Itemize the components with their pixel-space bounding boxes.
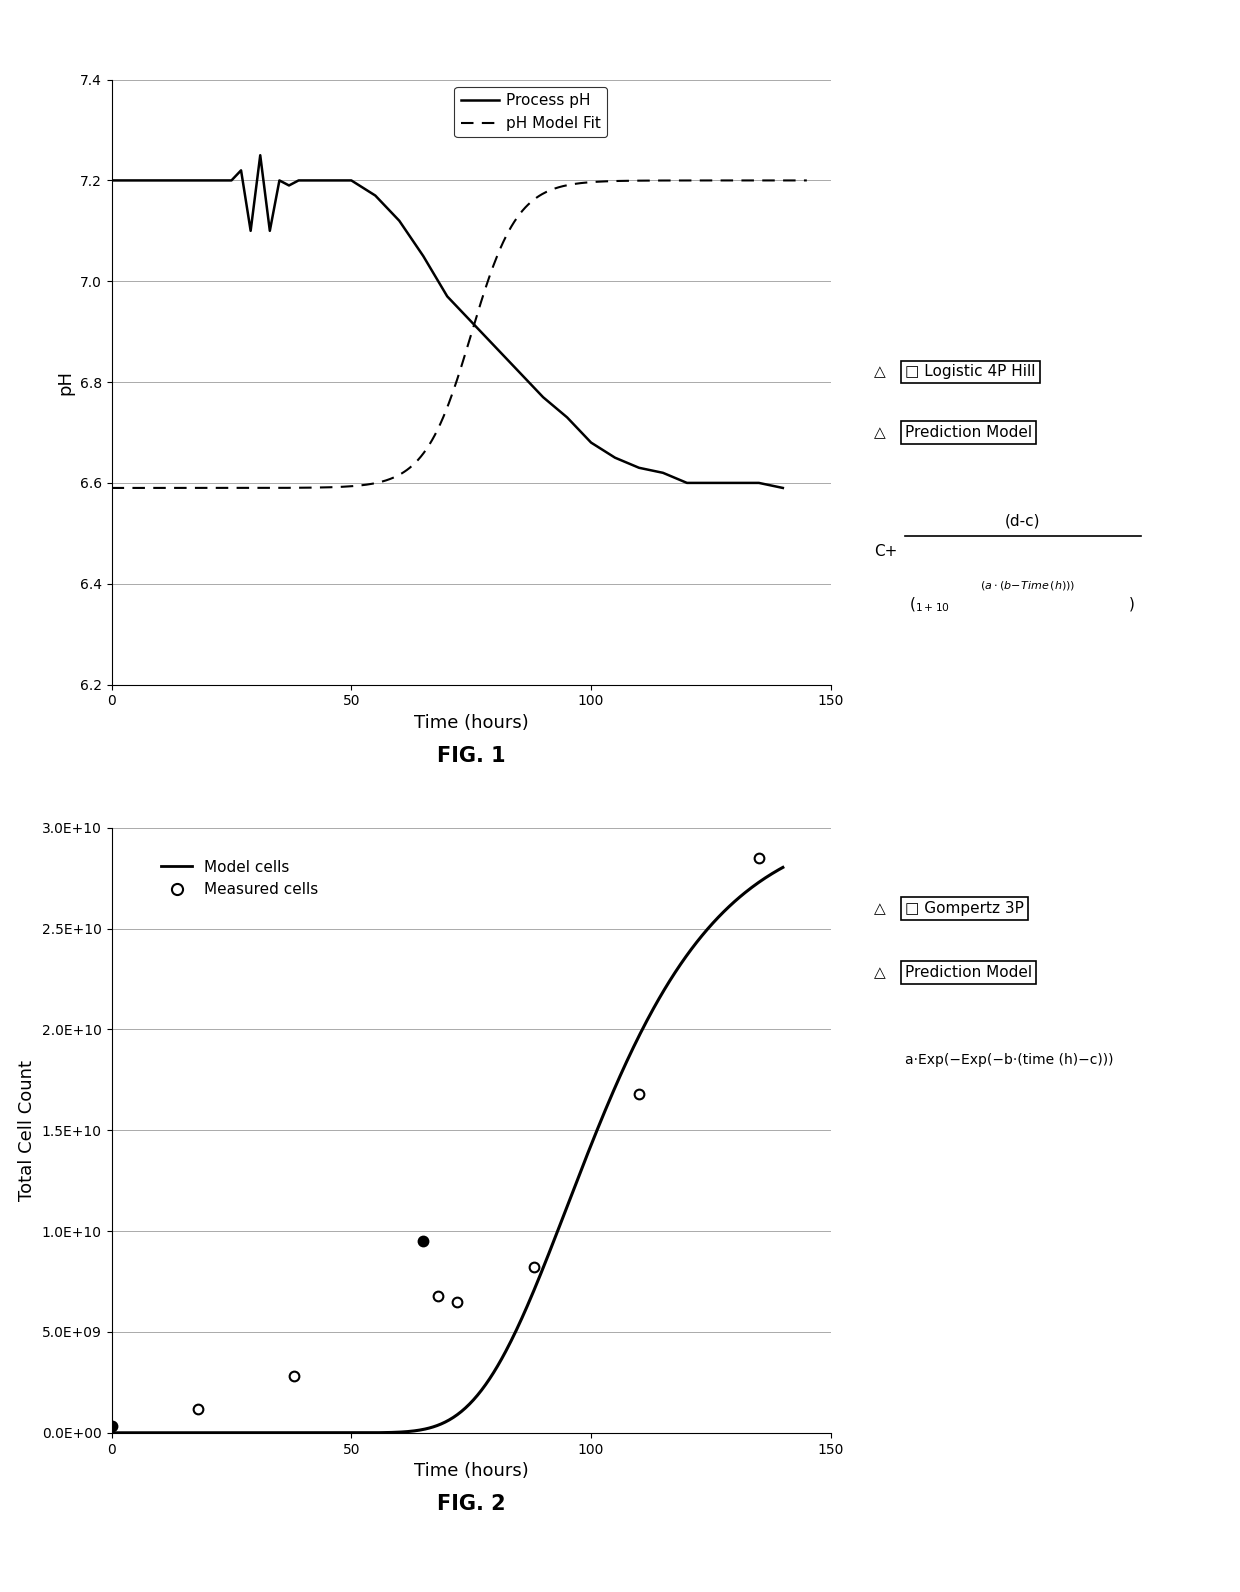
pH Model Fit: [480, 272, 495, 291]
pH Model Fit: [800, 170, 815, 189]
Process pH: [728, 473, 743, 492]
Process pH: [775, 479, 790, 498]
Text: FIG. 2: FIG. 2: [436, 1495, 506, 1514]
Process pH: [584, 433, 599, 452]
X-axis label: Time (hours): Time (hours): [414, 1461, 528, 1481]
Model cells: [427, 1417, 441, 1436]
Measured cells: [526, 1258, 541, 1277]
Line: Process pH: Process pH: [112, 156, 782, 489]
Text: △: △: [874, 901, 885, 915]
Measured cells: [430, 1286, 445, 1305]
Text: $(a\cdot(b\!-\!Time\,(h)))$: $(a\cdot(b\!-\!Time\,(h)))$: [980, 579, 1075, 592]
Process pH: [415, 247, 430, 266]
Measured cells: [286, 1368, 301, 1387]
Process pH: [104, 170, 119, 189]
Text: Prediction Model: Prediction Model: [905, 425, 1033, 439]
Text: FIG. 1: FIG. 1: [436, 747, 506, 766]
Text: △: △: [874, 965, 885, 979]
Text: ): ): [1128, 597, 1135, 611]
Process pH: [243, 221, 258, 240]
Text: a·Exp(−Exp(−b·(time (h)−c))): a·Exp(−Exp(−b·(time (h)−c))): [905, 1052, 1114, 1067]
Process pH: [310, 170, 325, 189]
Process pH: [335, 170, 350, 189]
pH Model Fit: [518, 197, 533, 217]
Process pH: [272, 170, 286, 189]
Process pH: [512, 363, 527, 382]
Measured cells: [191, 1399, 206, 1418]
Model cells: [503, 1331, 518, 1350]
Model cells: [423, 1418, 438, 1438]
Process pH: [703, 473, 718, 492]
Process pH: [368, 186, 383, 205]
pH Model Fit: [782, 170, 797, 189]
Line: Model cells: Model cells: [112, 868, 782, 1433]
Process pH: [263, 221, 278, 240]
Process pH: [464, 312, 479, 331]
Text: □ Gompertz 3P: □ Gompertz 3P: [905, 901, 1024, 915]
Legend: Process pH, pH Model Fit: Process pH, pH Model Fit: [455, 88, 608, 137]
Model cells: [655, 984, 670, 1003]
Model cells: [467, 1388, 482, 1407]
X-axis label: Time (hours): Time (hours): [414, 713, 528, 732]
Process pH: [128, 170, 143, 189]
Process pH: [233, 161, 248, 180]
Process pH: [343, 170, 358, 189]
pH Model Fit: [434, 411, 449, 430]
Text: C+: C+: [874, 544, 898, 559]
Line: pH Model Fit: pH Model Fit: [112, 180, 807, 487]
Model cells: [759, 868, 774, 887]
Measured cells: [751, 849, 766, 868]
Process pH: [253, 146, 268, 166]
Measured cells: [631, 1084, 646, 1103]
Text: $(_{1+10}$: $(_{1+10}$: [909, 595, 950, 613]
Legend: Model cells, Measured cells: Model cells, Measured cells: [155, 853, 325, 904]
Line: Measured cells: Measured cells: [193, 853, 764, 1414]
Process pH: [224, 170, 239, 189]
Process pH: [751, 473, 766, 492]
Process pH: [291, 170, 306, 189]
Model cells: [775, 858, 790, 877]
pH Model Fit: [675, 170, 689, 189]
Y-axis label: pH: pH: [56, 369, 74, 395]
pH Model Fit: [439, 401, 454, 420]
Process pH: [392, 212, 407, 231]
Text: △: △: [874, 425, 885, 439]
Process pH: [680, 473, 694, 492]
Model cells: [104, 1423, 119, 1442]
Process pH: [200, 170, 215, 189]
Process pH: [440, 287, 455, 306]
Text: □ Logistic 4P Hill: □ Logistic 4P Hill: [905, 365, 1035, 379]
Process pH: [536, 388, 551, 408]
Text: △: △: [874, 365, 885, 379]
Process pH: [281, 175, 296, 194]
Process pH: [631, 458, 646, 478]
Process pH: [301, 170, 316, 189]
Process pH: [320, 170, 335, 189]
Y-axis label: Total Cell Count: Total Cell Count: [19, 1060, 36, 1200]
Measured cells: [449, 1293, 464, 1312]
Text: Prediction Model: Prediction Model: [905, 965, 1033, 979]
Process pH: [608, 447, 622, 466]
Process pH: [176, 170, 191, 189]
pH Model Fit: [104, 478, 119, 497]
Process pH: [153, 170, 167, 189]
Text: (d-c): (d-c): [1006, 513, 1040, 529]
Process pH: [656, 463, 671, 482]
Process pH: [487, 338, 502, 357]
Process pH: [559, 408, 574, 427]
